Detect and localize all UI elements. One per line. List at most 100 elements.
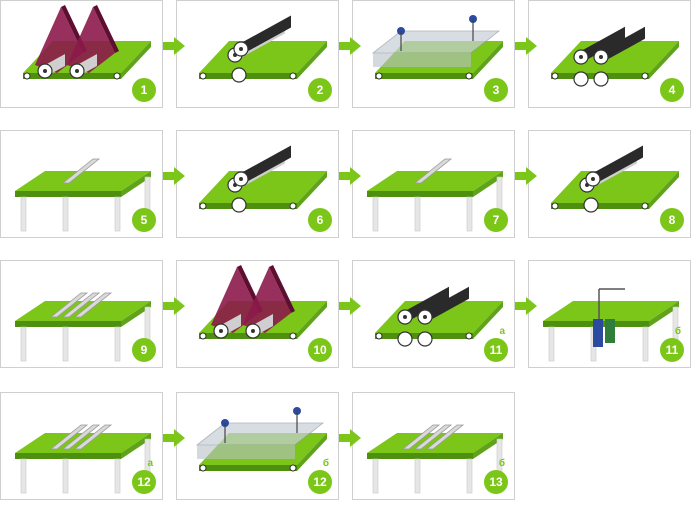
- step-number-badge: 4: [660, 78, 684, 102]
- glue-station-illustration: [371, 15, 503, 80]
- table-top: [543, 301, 679, 321]
- cutting-bar: [413, 158, 453, 184]
- belt-pulley: [465, 332, 473, 340]
- table-edge: [15, 321, 121, 327]
- belt-pulley: [375, 72, 383, 80]
- roller-body: [425, 286, 469, 323]
- belt-pulley: [199, 464, 207, 472]
- step-panel-12a: a 12: [0, 392, 163, 500]
- roller-axle: [591, 177, 595, 181]
- step-number-badge: 3: [484, 78, 508, 102]
- table-side: [121, 301, 151, 327]
- belt-pulley: [641, 72, 649, 80]
- conveyor-belt: [375, 301, 503, 333]
- table-leg: [372, 196, 379, 232]
- roller-axle: [239, 47, 243, 51]
- step-panel-4: 4: [528, 0, 691, 108]
- roller-end: [573, 71, 589, 87]
- belt-pulley: [199, 332, 207, 340]
- roller-axle: [239, 177, 243, 181]
- step-panel-10: 10: [176, 260, 339, 368]
- step-number-badge: 11: [660, 338, 684, 362]
- step-number-badge: 5: [132, 208, 156, 232]
- cutting-bar: [413, 424, 453, 450]
- roller-end: [417, 331, 433, 347]
- arrow-right-icon: [163, 167, 185, 185]
- table-leg: [20, 326, 27, 362]
- table-side: [473, 433, 503, 459]
- hood-front: [373, 53, 471, 67]
- table-edge: [15, 191, 121, 197]
- roller-axle: [219, 329, 223, 333]
- roller-axle: [579, 55, 583, 59]
- cutting-bar: [401, 424, 441, 450]
- hood-front: [197, 445, 295, 459]
- table-single-bar-illustration: [367, 158, 503, 232]
- table-leg: [114, 458, 121, 494]
- step-number-badge: 11: [484, 338, 508, 362]
- table-top: [367, 171, 503, 191]
- belt-pulley: [641, 202, 649, 210]
- roller-body: [581, 26, 625, 63]
- table-side: [121, 433, 151, 459]
- step-suffix: a: [147, 458, 153, 469]
- belt-side: [297, 41, 327, 79]
- roller-pair-illustration: [199, 145, 327, 213]
- belt-pulley: [551, 72, 559, 80]
- step-panel-3: 3: [352, 0, 515, 108]
- fabric-fold: [93, 5, 119, 53]
- belt-side: [649, 171, 679, 209]
- belt-edge: [199, 465, 297, 471]
- fabric-sheet: [243, 267, 291, 333]
- step-number-badge: 9: [132, 338, 156, 362]
- table-leg: [62, 458, 69, 494]
- step-number-badge: 7: [484, 208, 508, 232]
- step-panel-5: 5: [0, 130, 163, 238]
- table-leg: [372, 458, 379, 494]
- roller-body: [593, 145, 643, 185]
- step-number-badge: 12: [132, 470, 156, 494]
- table-leg: [548, 326, 555, 362]
- belt-pulley: [289, 464, 297, 472]
- belt-pulley: [199, 72, 207, 80]
- arrow-right-icon: [339, 297, 361, 315]
- step-suffix: б: [674, 326, 681, 337]
- step-panel-6: 6: [176, 130, 339, 238]
- table-dispenser-illustration: [543, 288, 679, 362]
- table-triple-bar-illustration: [15, 292, 151, 362]
- table-leg: [642, 326, 649, 362]
- step-panel-11a: a 11: [352, 260, 515, 368]
- step-panel-8: 8: [528, 130, 691, 238]
- table-leg: [414, 458, 421, 494]
- cutting-bar: [61, 424, 101, 450]
- arrow-right-icon: [339, 167, 361, 185]
- belt-edge: [551, 203, 649, 209]
- belt-side: [297, 433, 327, 471]
- roller-end: [593, 71, 609, 87]
- roller-pair-illustration: [551, 145, 679, 213]
- roller-axle: [403, 315, 407, 319]
- belt-pulley: [375, 332, 383, 340]
- roller-pair-illustration: [199, 15, 327, 83]
- roller-end: [583, 197, 599, 213]
- table-leg: [414, 196, 421, 232]
- step-number-badge: 13: [484, 470, 508, 494]
- belt-side: [121, 41, 151, 79]
- cutting-bar: [73, 292, 113, 318]
- table-leg: [20, 196, 27, 232]
- cutting-bar: [425, 424, 465, 450]
- step-panel-13: б 13: [352, 392, 515, 500]
- step-panel-11b: б 11: [528, 260, 691, 368]
- table-side: [121, 171, 151, 197]
- roller-body: [601, 26, 645, 63]
- dispenser-tank: [605, 319, 615, 343]
- step-panel-9: 9: [0, 260, 163, 368]
- belt-pulley: [199, 202, 207, 210]
- cutting-bar: [61, 292, 101, 318]
- table-side: [649, 301, 679, 327]
- roller-end: [231, 67, 247, 83]
- arrow-right-icon: [339, 37, 361, 55]
- roller-axle: [75, 69, 79, 73]
- roller-axle: [251, 329, 255, 333]
- table-leg: [466, 196, 473, 232]
